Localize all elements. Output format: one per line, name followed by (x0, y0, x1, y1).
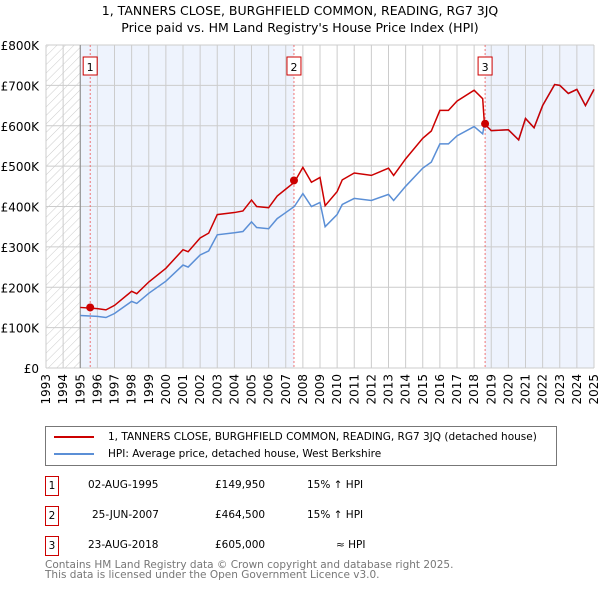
legend-item-hpi: HPI: Average price, detached house, West… (54, 448, 381, 460)
y-tick-label: £800K (1, 39, 41, 53)
x-tick-label: 2021 (519, 374, 533, 405)
x-tick-label: 2004 (227, 374, 241, 405)
x-tick-label: 2008 (296, 374, 310, 405)
x-tick-label: 2002 (193, 374, 207, 405)
sale-label-box (477, 56, 493, 76)
x-tick-label: 2017 (450, 374, 464, 405)
legend: 1, TANNERS CLOSE, BURGHFIELD COMMON, REA… (45, 426, 557, 466)
sale-number: 1 (45, 476, 59, 496)
footer-line: This data is licensed under the Open Gov… (45, 569, 380, 581)
sale-row: 2 25-JUN-2007 £464,500 15% ↑ HPI (45, 506, 565, 526)
sale-label: 3 (482, 61, 489, 74)
sale-label: 1 (87, 61, 94, 74)
x-tick-label: 1999 (142, 374, 156, 405)
x-tick-label: 2024 (570, 374, 584, 405)
x-tick-label: 2023 (553, 374, 567, 405)
y-tick-label: £200K (1, 281, 41, 295)
x-tick-label: 2010 (330, 374, 344, 405)
y-tick-label: £400K (1, 201, 41, 215)
x-tick-label: 1996 (90, 374, 104, 405)
sale-price: £605,000 (215, 539, 266, 551)
x-tick-label: 2013 (382, 374, 396, 405)
x-tick-label: 2014 (399, 374, 413, 405)
x-tick-label: 2022 (536, 374, 550, 405)
sale-hpi: 15% ↑ HPI (307, 479, 364, 491)
x-tick-label: 2009 (313, 374, 327, 405)
legend-swatch (54, 453, 94, 455)
sale-label: 2 (290, 61, 297, 74)
sale-label-box (82, 56, 98, 76)
x-tick-label: 2020 (501, 374, 515, 405)
sale-row: 1 02-AUG-1995 £149,950 15% ↑ HPI (45, 476, 565, 496)
sale-row: 3 23-AUG-2018 £605,000 ≈ HPI (45, 536, 565, 556)
sale-hpi: 15% ↑ HPI (307, 509, 364, 521)
sale-date: 25-JUN-2007 (92, 509, 159, 521)
chart-subtitle: Price paid vs. HM Land Registry's House … (121, 20, 479, 35)
footer: Contains HM Land Registry data © Crown c… (45, 559, 454, 581)
sale-date: 02-AUG-1995 (88, 479, 159, 491)
legend-item-property: 1, TANNERS CLOSE, BURGHFIELD COMMON, REA… (54, 431, 537, 443)
price-chart: £0 £100K £200K £300K £400K £500K £600K £700K £80… (1, 39, 600, 405)
x-tick-label: 2000 (159, 374, 173, 405)
sale-hpi: ≈ HPI (336, 539, 366, 551)
sale-date: 23-AUG-2018 (88, 539, 159, 551)
sale-price: £149,950 (215, 479, 266, 491)
legend-label: HPI: Average price, detached house, West… (108, 448, 382, 460)
x-tick-label: 1998 (125, 374, 139, 405)
y-tick-label: £600K (1, 120, 41, 134)
x-tick-label: 1997 (108, 374, 122, 405)
y-tick-label: £300K (1, 241, 41, 255)
sale-number: 2 (45, 506, 59, 526)
x-tick-label: 2011 (347, 374, 361, 405)
sale-price: £464,500 (215, 509, 266, 521)
x-tick-label: 1994 (56, 374, 70, 405)
legend-swatch (54, 436, 94, 438)
property-price-line (80, 83, 595, 311)
x-tick-label: 2003 (210, 374, 224, 405)
sale-number: 3 (45, 536, 59, 556)
x-tick-label: 2018 (467, 374, 481, 405)
x-tick-label: 2005 (245, 374, 259, 405)
x-tick-label: 2007 (279, 374, 293, 405)
x-tick-label: 2006 (262, 374, 276, 405)
y-tick-label: £500K (1, 160, 41, 174)
sale-point (481, 119, 490, 128)
chart-title: 1, TANNERS CLOSE, BURGHFIELD COMMON, REA… (101, 3, 499, 18)
sale-point (86, 303, 95, 312)
footer-line: Contains HM Land Registry data © Crown c… (45, 559, 454, 571)
y-tick-label: £700K (1, 79, 41, 93)
y-tick-label: £0 (24, 362, 39, 376)
x-tick-label: 2019 (484, 374, 498, 405)
x-tick-label: 1995 (73, 374, 87, 405)
sale-point (289, 176, 298, 185)
x-tick-label: 2015 (416, 374, 430, 405)
y-tick-label: £100K (1, 322, 41, 336)
x-tick-label: 2012 (364, 374, 378, 405)
x-tick-label: 2001 (176, 374, 190, 405)
x-tick-label: 2016 (433, 374, 447, 405)
x-tick-label: 2025 (587, 374, 600, 405)
x-tick-label: 1993 (39, 374, 53, 405)
legend-label: 1, TANNERS CLOSE, BURGHFIELD COMMON, REA… (108, 431, 537, 443)
sale-label-box (286, 56, 302, 76)
